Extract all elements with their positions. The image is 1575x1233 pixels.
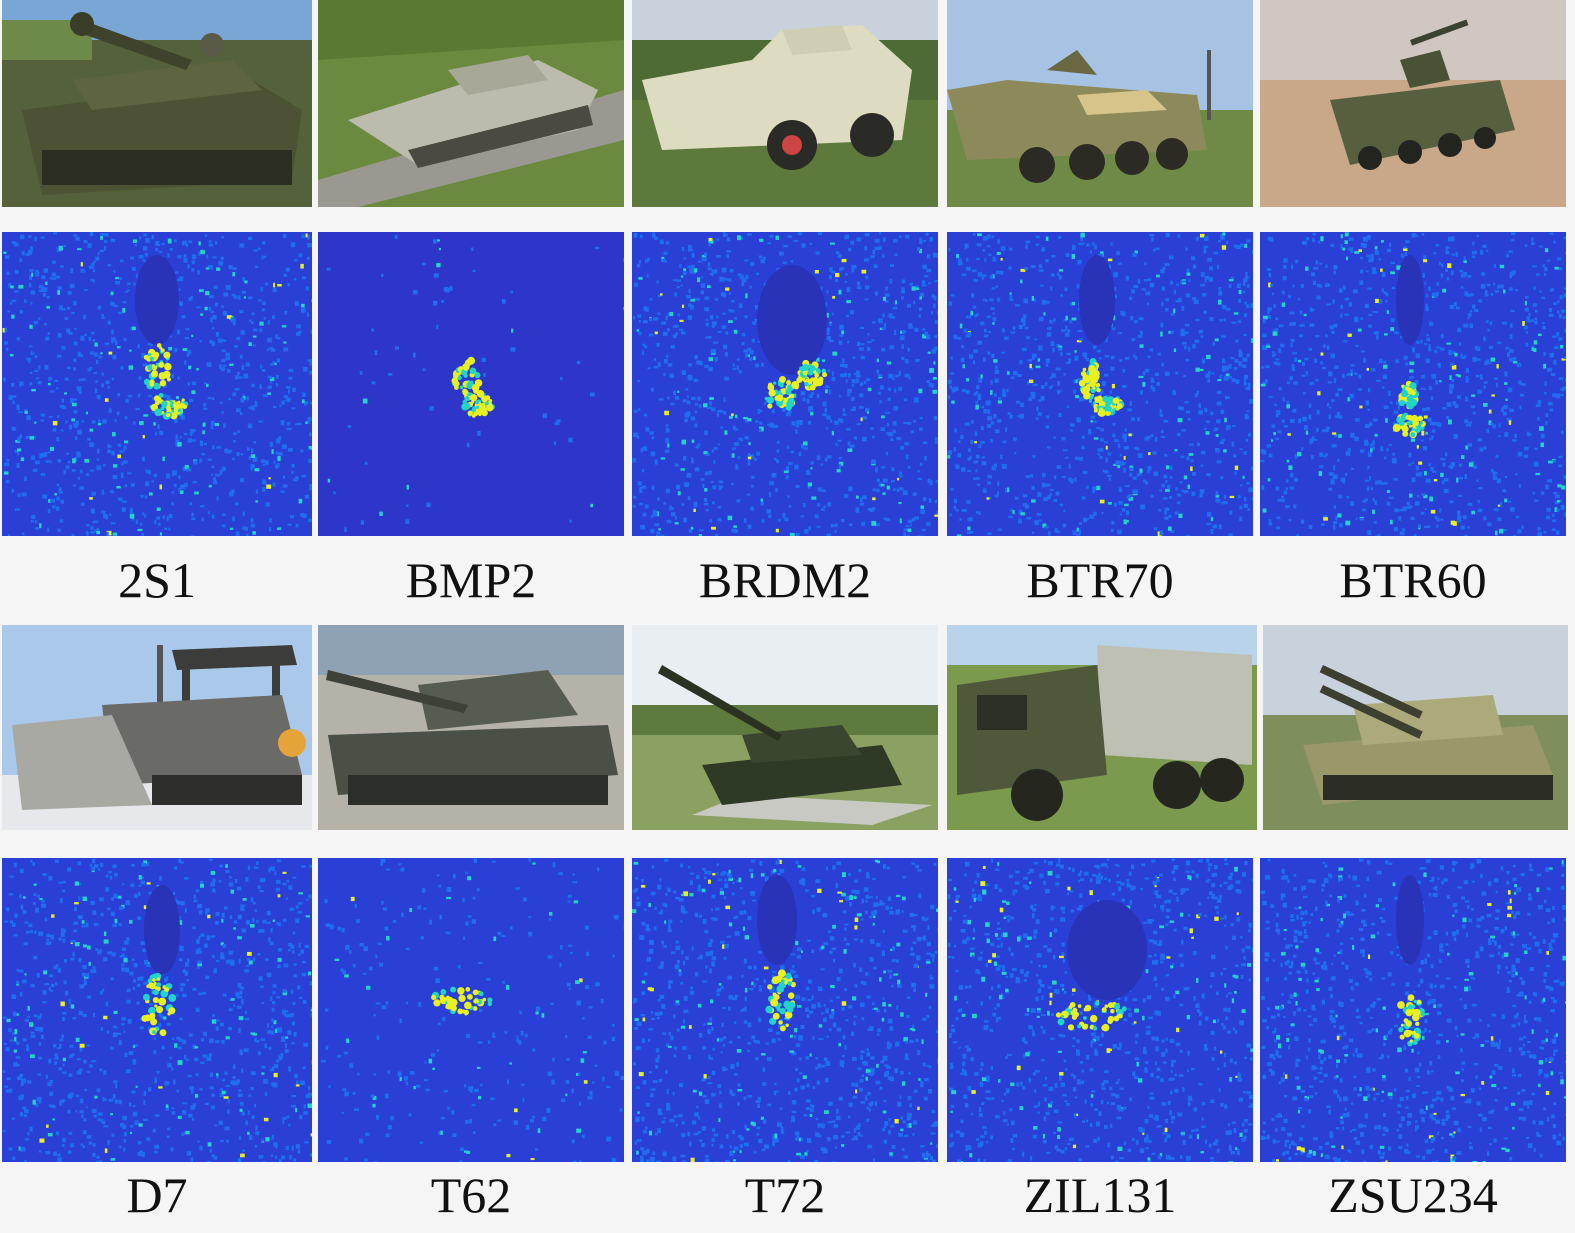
photo-zil131 [947, 625, 1257, 830]
label-brdm2: BRDM2 [698, 552, 872, 608]
sar-d7 [2, 858, 312, 1162]
label-bmp2: BMP2 [405, 552, 537, 608]
label-2s1: 2S1 [118, 552, 196, 608]
sar-t62 [318, 858, 624, 1162]
label-d7: D7 [126, 1167, 188, 1223]
sar-zil131 [947, 858, 1253, 1162]
sar-btr60 [1260, 232, 1566, 536]
photo-t72 [632, 625, 938, 830]
sar-btr70 [947, 232, 1253, 536]
label-zil131: ZIL131 [1023, 1167, 1177, 1223]
label-zsu234: ZSU234 [1328, 1167, 1498, 1223]
sar-bmp2 [318, 232, 624, 536]
label-t62: T62 [430, 1167, 512, 1223]
sar-t72 [632, 858, 938, 1162]
label-btr70: BTR70 [1026, 552, 1174, 608]
label-btr60: BTR60 [1339, 552, 1487, 608]
photo-btr70 [947, 0, 1253, 207]
photo-t62 [318, 625, 624, 830]
sar-2s1 [2, 232, 312, 536]
sar-brdm2 [632, 232, 938, 536]
photo-zsu234 [1263, 625, 1568, 830]
photo-btr60 [1260, 0, 1566, 207]
photo-brdm2 [632, 0, 938, 207]
photo-bmp2 [318, 0, 624, 207]
photo-2s1 [2, 0, 312, 207]
photo-d7 [2, 625, 312, 830]
label-t72: T72 [744, 1167, 826, 1223]
sar-zsu234 [1260, 858, 1566, 1162]
